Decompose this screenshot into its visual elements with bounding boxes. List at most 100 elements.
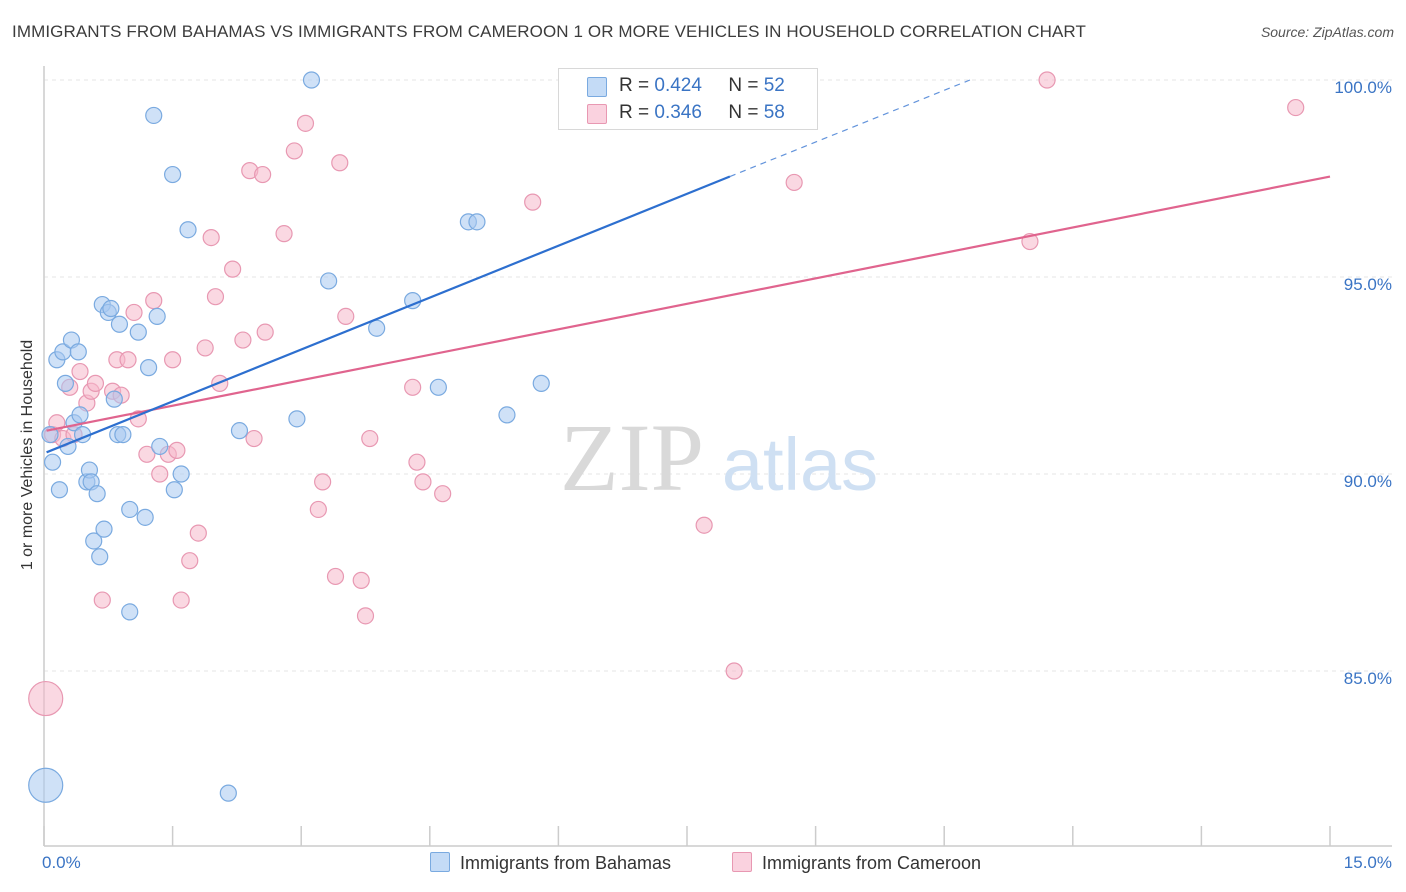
n-value-bahamas: 52 <box>763 75 785 96</box>
cameroon-point <box>168 441 186 459</box>
watermark-atlas: atlas <box>722 423 878 506</box>
legend-label-bahamas: Immigrants from Bahamas <box>460 853 672 873</box>
x-tick-label-max: 15.0% <box>1343 853 1392 872</box>
bahamas-point <box>368 319 386 337</box>
bahamas-point <box>468 213 486 231</box>
correlation-legend: R = 0.424 N = 52 R = 0.346 N = 58 <box>558 68 818 130</box>
cameroon-point <box>224 260 242 278</box>
cameroon-point <box>138 445 156 463</box>
bahamas-point <box>121 500 139 519</box>
cameroon-point <box>189 524 207 542</box>
cameroon-point <box>119 351 137 369</box>
cameroon-point <box>256 323 274 341</box>
bahamas-point <box>288 410 306 428</box>
cameroon-point <box>695 516 713 534</box>
bahamas-point <box>429 378 447 396</box>
bahamas-point <box>230 422 249 440</box>
bahamas-point <box>88 485 106 503</box>
legend-item-cameroon: Immigrants from Cameroon <box>732 852 981 874</box>
bahamas-point <box>145 106 163 125</box>
bahamas-point <box>179 221 197 239</box>
bahamas-point <box>136 508 154 526</box>
legend-swatch-cameroon <box>732 852 752 872</box>
watermark-zip: ZIP <box>560 404 704 511</box>
bahamas-point <box>302 71 321 89</box>
bahamas-point <box>43 453 62 471</box>
cameroon-point <box>785 173 803 192</box>
cameroon-point <box>404 378 422 396</box>
trend-lines <box>46 79 1331 454</box>
series-cameroon-points <box>28 71 1305 717</box>
cameroon-point <box>285 142 303 160</box>
cameroon-point <box>352 571 370 589</box>
bahamas-point <box>172 465 190 483</box>
bahamas-point <box>139 359 158 377</box>
n-value-cameroon: 58 <box>763 102 785 123</box>
chart-source: Source: ZipAtlas.com <box>1260 24 1394 40</box>
y-tick-label: 85.0% <box>1343 669 1392 688</box>
cameroon-point <box>296 114 315 132</box>
bahamas-point <box>148 307 166 325</box>
legend-item-bahamas: Immigrants from Bahamas <box>430 852 671 874</box>
bahamas-point <box>151 437 169 456</box>
cameroon-point <box>725 662 743 680</box>
bahamas-point <box>91 548 109 566</box>
cameroon-point <box>361 429 379 448</box>
cameroon-point <box>326 567 345 586</box>
y-tick-label: 90.0% <box>1343 472 1392 491</box>
watermark: ZIP atlas <box>560 404 878 511</box>
bahamas-point <box>219 784 237 802</box>
cameroon-point <box>86 374 105 392</box>
bahamas-point <box>95 520 113 538</box>
bahamas-point <box>114 426 132 444</box>
n-label: N = <box>728 75 759 96</box>
cameroon-point <box>1287 98 1305 117</box>
bahamas-point <box>105 390 123 408</box>
bahamas-point <box>69 343 87 361</box>
bahamas-point <box>164 165 182 184</box>
bahamas-point <box>110 315 129 333</box>
cameroon-point <box>309 500 327 519</box>
bahamas-point <box>102 299 120 318</box>
series-bahamas-points <box>28 71 662 803</box>
cameroon-point <box>172 591 190 609</box>
cameroon-point <box>434 485 452 503</box>
y-axis-label: 1 or more Vehicles in Household <box>19 339 36 571</box>
cameroon-point <box>202 229 220 247</box>
bahamas-point <box>56 374 75 392</box>
n-label: N = <box>728 102 759 123</box>
cameroon-point <box>145 292 163 310</box>
bahamas-point <box>498 406 516 424</box>
bahamas-point <box>28 767 64 803</box>
bahamas-point <box>50 481 69 499</box>
cameroon-point <box>181 552 199 570</box>
bahamas-point <box>165 481 183 499</box>
cameroon-point <box>206 288 225 306</box>
cameroon-point <box>234 331 252 349</box>
cameroon-point <box>71 362 89 381</box>
bahamas-point <box>320 272 338 290</box>
cameroon-point <box>414 473 432 491</box>
x-tick-label-min: 0.0% <box>42 853 81 872</box>
r-value-cameroon: 0.346 <box>654 102 702 123</box>
y-tick-label: 100.0% <box>1334 78 1392 97</box>
r-value-bahamas: 0.424 <box>654 75 702 96</box>
cameroon-point <box>1038 71 1056 89</box>
cameroon-point <box>164 351 182 369</box>
cameroon-point <box>356 607 375 625</box>
cameroon-point <box>254 165 272 184</box>
cameroon-point <box>275 225 293 243</box>
cameroon-point <box>408 453 426 471</box>
bahamas-point <box>41 426 59 444</box>
gridlines <box>44 79 1392 672</box>
chart-title: IMMIGRANTS FROM BAHAMAS VS IMMIGRANTS FR… <box>12 22 1086 41</box>
bahamas-point <box>85 532 103 550</box>
bahamas-point <box>532 374 550 392</box>
cameroon-point <box>196 339 214 357</box>
cameroon-point <box>245 429 263 448</box>
legend-label-cameroon: Immigrants from Cameroon <box>762 853 982 873</box>
cameroon-point <box>28 680 64 717</box>
cameroon-point <box>125 303 143 322</box>
cameroon-point <box>337 307 355 325</box>
